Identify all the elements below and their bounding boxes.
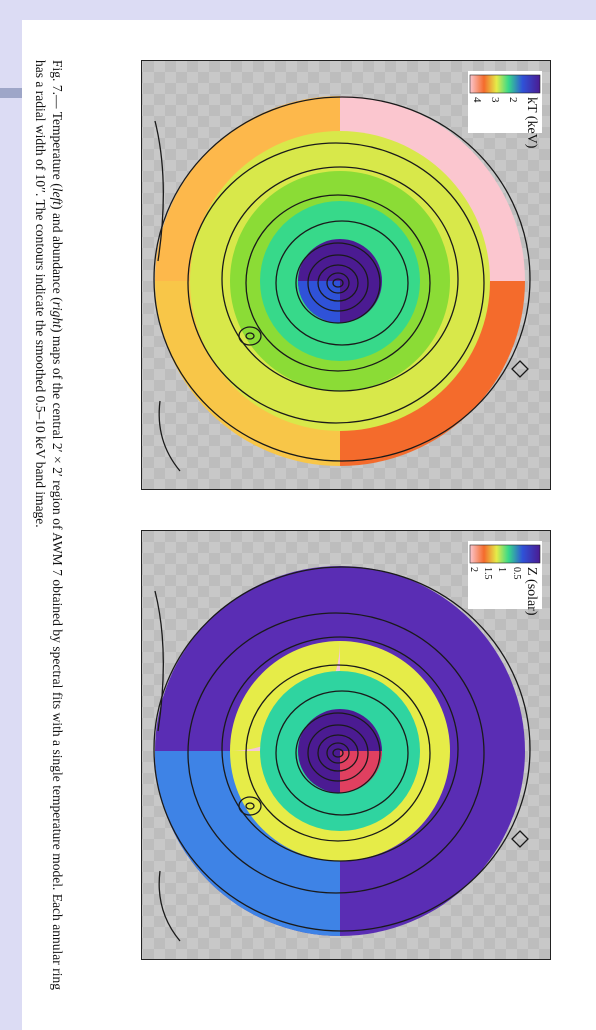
- colorbar-tick: 1.5: [482, 567, 493, 580]
- colorbar-tick: 0.5: [511, 567, 522, 580]
- slide-top-bar: [0, 0, 596, 20]
- abundance-map: Z (solar) 0.5 1 1.5 2: [141, 531, 550, 960]
- contours: [153, 96, 531, 472]
- caption-lead: Fig. 7.— Temperature (: [50, 60, 65, 188]
- caption-left: left: [50, 187, 65, 205]
- paper-page: kT (keV) 2 3 4: [22, 20, 596, 1030]
- abundance-map-panel: Z (solar) 0.5 1 1.5 2: [141, 530, 551, 960]
- core-quadrant: [298, 281, 340, 323]
- colorbar-title: kT (keV): [524, 97, 539, 149]
- caption-mid: ) and abundance (: [50, 205, 65, 302]
- colorbar-tick: 3: [489, 97, 501, 103]
- colorbar-tick: 2: [507, 97, 519, 103]
- figure-caption: Fig. 7.— Temperature (left) and abundanc…: [32, 60, 66, 990]
- caption-right: right: [50, 301, 65, 328]
- abundance-colorbar: Z (solar) 0.5 1 1.5 2: [468, 541, 542, 616]
- core-quadrant: [340, 751, 382, 793]
- temperature-colorbar: kT (keV) 2 3 4: [468, 71, 542, 149]
- colorbar-tick: 1: [496, 567, 507, 572]
- temperature-map: kT (keV) 2 3 4: [141, 61, 550, 490]
- slide-left-bar: [0, 0, 22, 1030]
- temperature-map-panel: kT (keV) 2 3 4: [141, 60, 551, 490]
- rotated-figure: kT (keV) 2 3 4: [22, 20, 596, 1030]
- colorbar-tick: 4: [471, 97, 483, 103]
- colorbar-tick: 2: [468, 567, 479, 572]
- contours: [153, 566, 531, 942]
- colorbar-title: Z (solar): [524, 567, 539, 616]
